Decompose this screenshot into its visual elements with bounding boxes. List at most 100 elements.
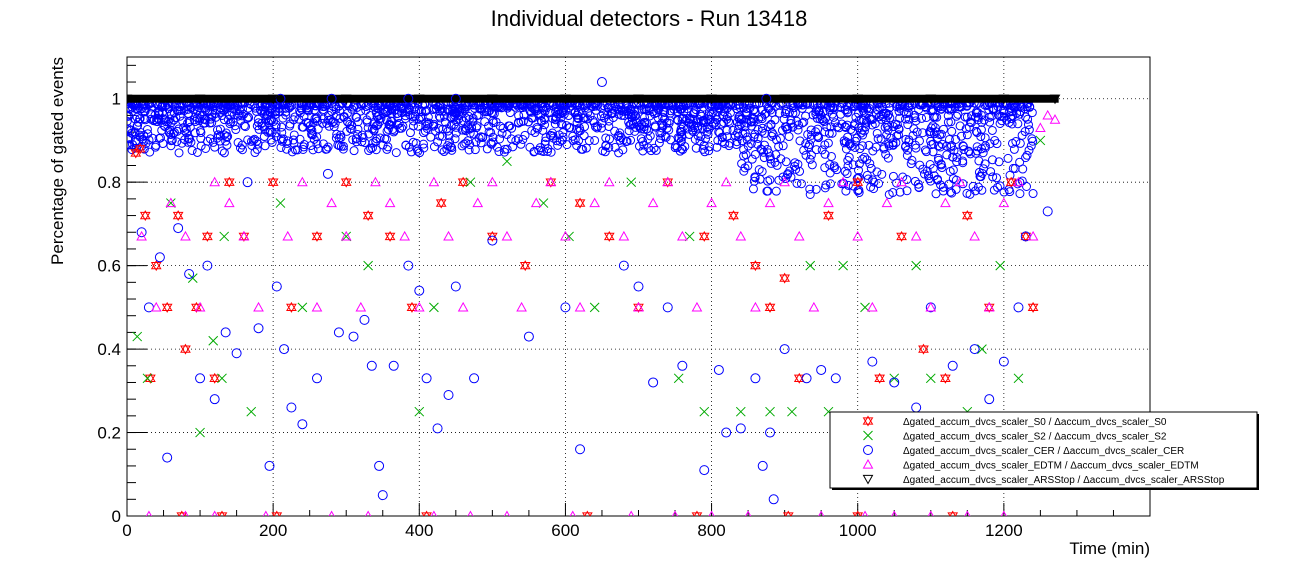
band-point [976,132,986,142]
band-point [602,110,612,120]
band-point [1008,111,1018,121]
band-point [894,124,904,134]
band-point [985,139,995,149]
band-point [894,130,904,140]
band-point [464,145,474,155]
band-point [416,112,426,122]
band-point [458,116,468,126]
band-point [351,112,361,122]
band-point [539,115,549,125]
band-point [1005,170,1015,180]
band-point [631,117,641,127]
band-point [137,103,147,113]
band-point [973,115,983,125]
data-point [765,406,775,417]
band-point [352,134,362,144]
band-point [217,146,227,156]
band-point [342,126,352,136]
band-point [1009,144,1019,154]
band-point [494,147,504,157]
data-point [516,301,527,312]
band-point [514,111,524,121]
data-point [145,510,152,516]
y-tick-label: 0.6 [97,257,121,276]
band-point [198,110,208,120]
band-point [260,107,270,117]
band-point [786,119,796,129]
band-point [888,140,898,150]
data-point [209,372,221,384]
band-point [842,120,852,130]
band-point [375,117,385,127]
band-point [748,184,758,194]
band-point [579,131,589,141]
data-point [779,176,790,187]
data-point [750,260,761,272]
legend-label: Δgated_accum_dvcs_scaler_ARSStop / Δaccu… [903,475,1225,486]
band-point [793,125,803,135]
data-point [560,302,571,313]
band-point [414,114,424,124]
band-point [792,116,802,126]
data-point [927,510,934,516]
data-point [918,343,929,355]
band-point [178,116,188,126]
band-point [540,136,550,146]
data-point [297,176,308,187]
band-point [276,134,286,144]
band-point [869,177,879,187]
band-point [164,104,174,114]
band-point [166,141,176,151]
band-point [760,109,770,119]
band-point [691,143,701,153]
band-point [169,115,179,125]
band-point [796,179,806,189]
band-point [384,120,394,130]
band-point [780,122,790,132]
data-point [662,302,673,313]
band-point [728,125,738,135]
band-point [184,117,194,127]
band-point [801,139,811,149]
band-point [313,144,323,154]
band-point [133,121,143,131]
data-point [1020,230,1032,242]
data-point [279,344,290,355]
band-point [513,134,523,144]
data-point [745,510,752,516]
data-point [297,419,308,430]
band-point [914,183,924,193]
band-point [429,142,439,152]
data-point [457,176,469,188]
band-point [903,103,913,113]
band-point [973,112,983,122]
band-point [766,158,776,168]
band-point [308,145,318,155]
band-point [525,142,535,152]
band-point [904,114,914,124]
data-point [823,197,834,208]
band-point [811,145,821,155]
band-point [806,150,816,160]
band-point [400,111,410,121]
series-3 [136,109,1061,516]
data-point [764,197,776,208]
band-point [876,134,886,144]
band-point [930,123,940,133]
band-point [807,160,817,170]
data-point [154,252,165,263]
band-point [977,168,987,178]
data-point [787,406,797,417]
band-point [217,110,227,120]
data-point [1049,94,1061,105]
data-point [194,301,206,312]
data-point [216,510,228,516]
band-point [1024,145,1034,155]
band-point [872,167,882,177]
data-point [362,210,374,222]
band-point [175,105,185,115]
band-point [725,108,735,118]
band-point [608,113,618,123]
band-point [614,109,624,119]
